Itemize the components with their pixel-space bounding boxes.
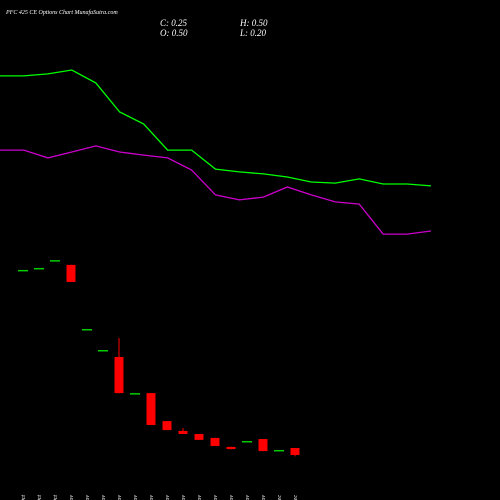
ohlc-label: L: 0.20 [239,28,267,38]
x-tick-label: 18 Nov [165,495,171,500]
x-tick-label: 21 Nov [213,495,219,500]
candle-body [242,441,252,443]
candle-body [210,437,220,447]
x-tick-label: 25 Nov [245,495,251,500]
x-tick-label: 31 Oct [53,495,59,500]
candle-body [162,421,172,431]
ma-line [0,69,432,187]
candle-body [50,260,60,262]
candle-body [66,264,76,282]
candle-body [82,329,92,331]
candle-body [146,393,156,426]
candle-body [130,393,140,395]
x-tick-label: 07 Nov [117,495,123,500]
ohlc-label: C: 0.25 [160,18,188,28]
x-tick-label: 19 Nov [181,495,187,500]
candle-body [178,430,188,434]
ohlc-label: H: 0.50 [239,18,268,28]
x-tick-label: 06 Nov [101,495,107,500]
candle-body [34,267,44,270]
x-tick-label: 10 Nov [133,495,139,500]
x-tick-label: 03 Dec [277,495,283,500]
candle-body [290,448,300,455]
x-tick-label: 24 Nov [228,495,235,500]
x-tick-label: 20 Nov [197,495,203,500]
x-tick-label: 04 Nov [84,495,91,500]
chart-title: PFC 425 CE Options Chart MunafaSutra.com [5,9,118,16]
candle-body [194,434,204,440]
ohlc-label: O: 0.50 [160,28,188,38]
x-tick-label: 04 Dec [292,495,299,500]
x-tick-label: 29 Oct [21,495,27,500]
x-tick-label: 30 Oct [37,495,43,500]
candle-body [274,449,284,452]
candle-body [18,269,28,272]
candle-body [226,446,236,450]
ma-line [0,145,432,235]
x-tick-label: 26 Nov [261,495,267,500]
candle-body [98,350,108,352]
candle-body [114,357,124,394]
x-tick-label: 03 Nov [69,495,75,500]
candle-body [258,439,268,452]
x-tick-label: 17 Nov [149,495,155,500]
